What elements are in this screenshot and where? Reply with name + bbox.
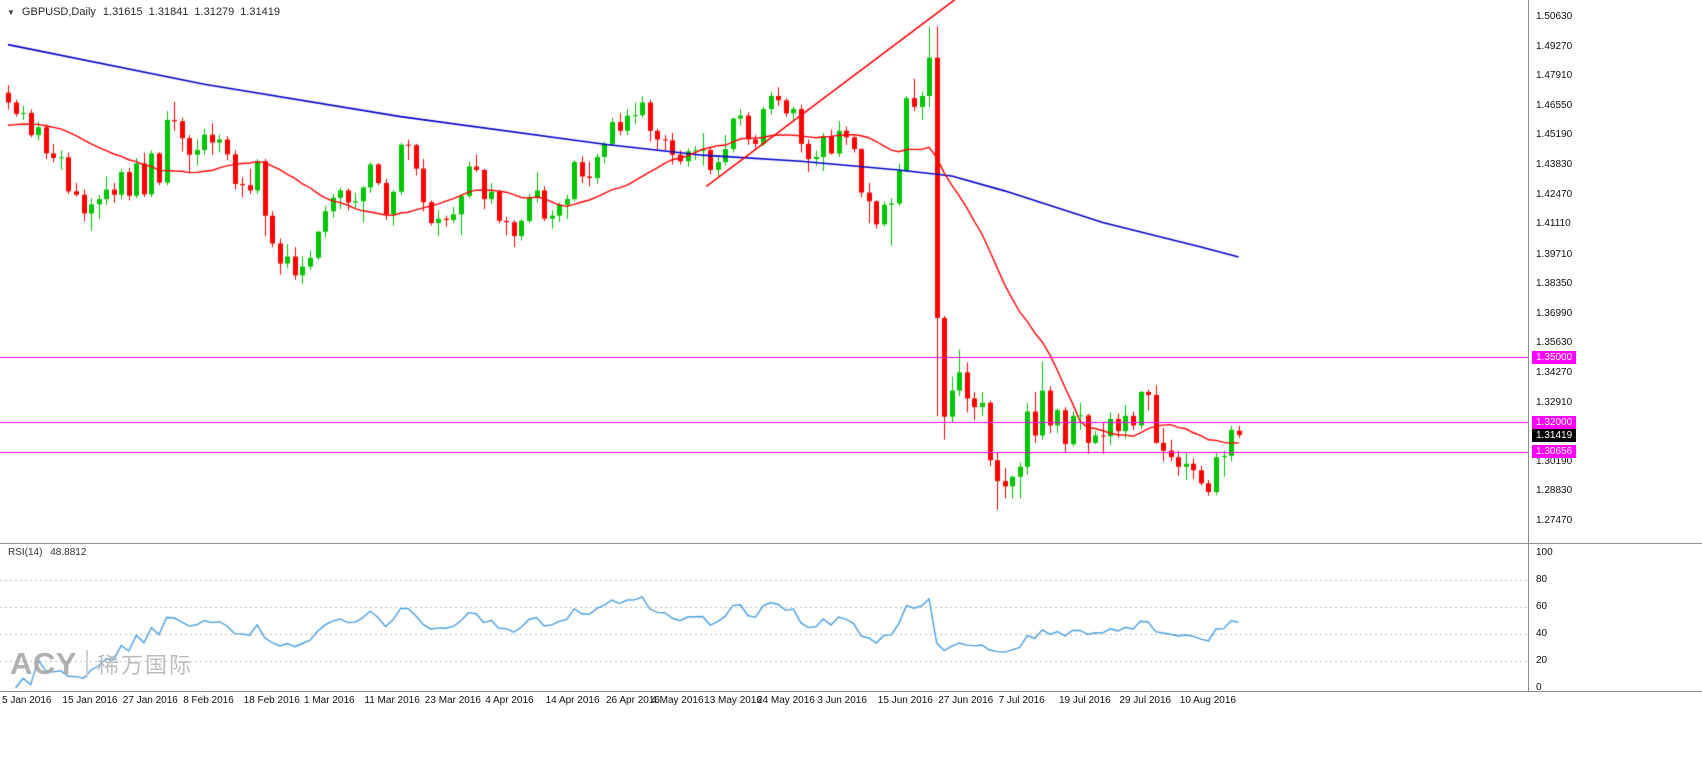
watermark-divider-icon bbox=[85, 650, 88, 678]
price-axis-label: 1.47910 bbox=[1536, 70, 1573, 82]
rsi-axis-label: 20 bbox=[1536, 655, 1548, 666]
time-axis-label: 10 Aug 2016 bbox=[1179, 695, 1236, 706]
rsi-axis-label: 100 bbox=[1536, 547, 1553, 558]
time-axis-label: 24 May 2016 bbox=[757, 695, 815, 706]
time-axis-label: 4 Apr 2016 bbox=[485, 695, 534, 706]
rsi-axis-label: 60 bbox=[1536, 601, 1548, 612]
price-axis-label: 1.43830 bbox=[1536, 158, 1573, 170]
price-axis-label: 1.41110 bbox=[1536, 218, 1571, 230]
time-axis-label: 11 Mar 2016 bbox=[364, 695, 420, 706]
rsi-axis-label: 40 bbox=[1536, 628, 1548, 639]
low-value: 1.31279 bbox=[194, 6, 235, 18]
open-value: 1.31615 bbox=[102, 6, 143, 18]
panel-separator[interactable] bbox=[0, 543, 1702, 544]
time-axis-label: 4 May 2016 bbox=[651, 695, 704, 706]
price-level-badge: 1.30656 bbox=[1532, 445, 1577, 459]
price-level-badge: 1.32000 bbox=[1532, 415, 1577, 429]
current-price-badge: 1.31419 bbox=[1532, 428, 1577, 442]
time-axis-label: 27 Jun 2016 bbox=[938, 695, 994, 706]
price-axis-label: 1.45190 bbox=[1536, 129, 1573, 141]
price-axis-label: 1.28830 bbox=[1536, 485, 1573, 497]
high-value: 1.31841 bbox=[148, 6, 189, 18]
time-axis-label: 15 Jun 2016 bbox=[877, 695, 933, 706]
broker-watermark: ACY 稀万国际 bbox=[10, 646, 193, 682]
symbol-timeframe-label: GBPUSD,Daily bbox=[21, 6, 96, 18]
price-axis-label: 1.27470 bbox=[1536, 514, 1573, 526]
price-chart-plot[interactable] bbox=[0, 0, 1528, 543]
time-axis-label: 14 Apr 2016 bbox=[545, 695, 600, 706]
price-axis-label: 1.39710 bbox=[1536, 248, 1573, 260]
chart-symbol-header: ▼ GBPUSD,Daily 1.31615 1.31841 1.31279 1… bbox=[7, 6, 280, 18]
symbol-dropdown-icon[interactable]: ▼ bbox=[7, 7, 15, 17]
rsi-name: RSI(14) bbox=[8, 547, 43, 558]
price-axis-label: 1.36990 bbox=[1536, 307, 1573, 319]
time-axis-label: 26 Apr 2016 bbox=[606, 695, 660, 706]
time-axis[interactable]: 5 Jan 2016 15 Jan 2016 27 Jan 2016 8 Feb 20… bbox=[0, 692, 1528, 714]
price-axis-label: 1.42470 bbox=[1536, 188, 1573, 200]
close-value: 1.31419 bbox=[240, 6, 280, 18]
price-axis-label: 1.46550 bbox=[1536, 99, 1573, 111]
broker-logo-text: ACY bbox=[10, 646, 77, 681]
ohlc-values: 1.31615 1.31841 1.31279 1.31419 bbox=[103, 6, 280, 18]
time-axis-label: 23 Mar 2016 bbox=[424, 695, 481, 706]
price-level-badge: 1.35000 bbox=[1532, 350, 1577, 364]
rsi-axis-label: 0 bbox=[1536, 682, 1542, 693]
rsi-indicator-label: RSI(14) 48.8812 bbox=[8, 547, 91, 558]
price-axis-border bbox=[1528, 0, 1529, 691]
time-axis-label: 29 Jul 2016 bbox=[1119, 695, 1172, 706]
price-axis-label: 1.34270 bbox=[1536, 366, 1573, 378]
time-axis-label: 13 May 2016 bbox=[704, 695, 762, 706]
price-axis[interactable]: 1.50630 1.49270 1.47910 1.46550 1.45190 1.438… bbox=[1529, 0, 1701, 693]
price-axis-label: 1.50630 bbox=[1536, 10, 1573, 22]
time-axis-separator bbox=[0, 691, 1702, 692]
time-axis-label: 5 Jan 2016 bbox=[2, 695, 52, 706]
time-axis-label: 3 Jun 2016 bbox=[817, 695, 867, 706]
price-axis-label: 1.32910 bbox=[1536, 396, 1573, 408]
time-axis-label: 27 Jan 2016 bbox=[122, 695, 178, 706]
time-axis-label: 1 Mar 2016 bbox=[304, 695, 355, 706]
rsi-axis-label: 80 bbox=[1536, 574, 1548, 585]
price-axis-label: 1.38350 bbox=[1536, 278, 1573, 290]
time-axis-label: 15 Jan 2016 bbox=[62, 695, 118, 706]
price-axis-label: 1.30190 bbox=[1536, 455, 1573, 467]
rsi-indicator-plot[interactable] bbox=[0, 544, 1528, 691]
time-axis-label: 18 Feb 2016 bbox=[243, 695, 300, 706]
time-axis-label: 7 Jul 2016 bbox=[998, 695, 1045, 706]
time-axis-label: 19 Jul 2016 bbox=[1059, 695, 1111, 706]
price-axis-label: 1.35630 bbox=[1536, 337, 1573, 349]
rsi-value: 48.8812 bbox=[50, 547, 87, 558]
price-axis-label: 1.49270 bbox=[1536, 40, 1573, 52]
time-axis-label: 8 Feb 2016 bbox=[183, 695, 234, 706]
broker-name-cjk: 稀万国际 bbox=[96, 653, 193, 678]
